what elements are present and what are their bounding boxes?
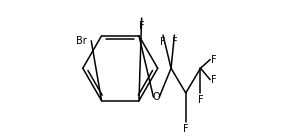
Text: F: F: [211, 75, 217, 85]
Text: F: F: [139, 21, 145, 31]
Text: Br: Br: [77, 36, 87, 46]
Text: O: O: [153, 92, 160, 102]
Text: F: F: [172, 38, 178, 47]
Text: F: F: [183, 124, 189, 134]
Text: F: F: [198, 95, 203, 105]
Text: F: F: [159, 38, 165, 47]
Text: F: F: [211, 55, 217, 65]
